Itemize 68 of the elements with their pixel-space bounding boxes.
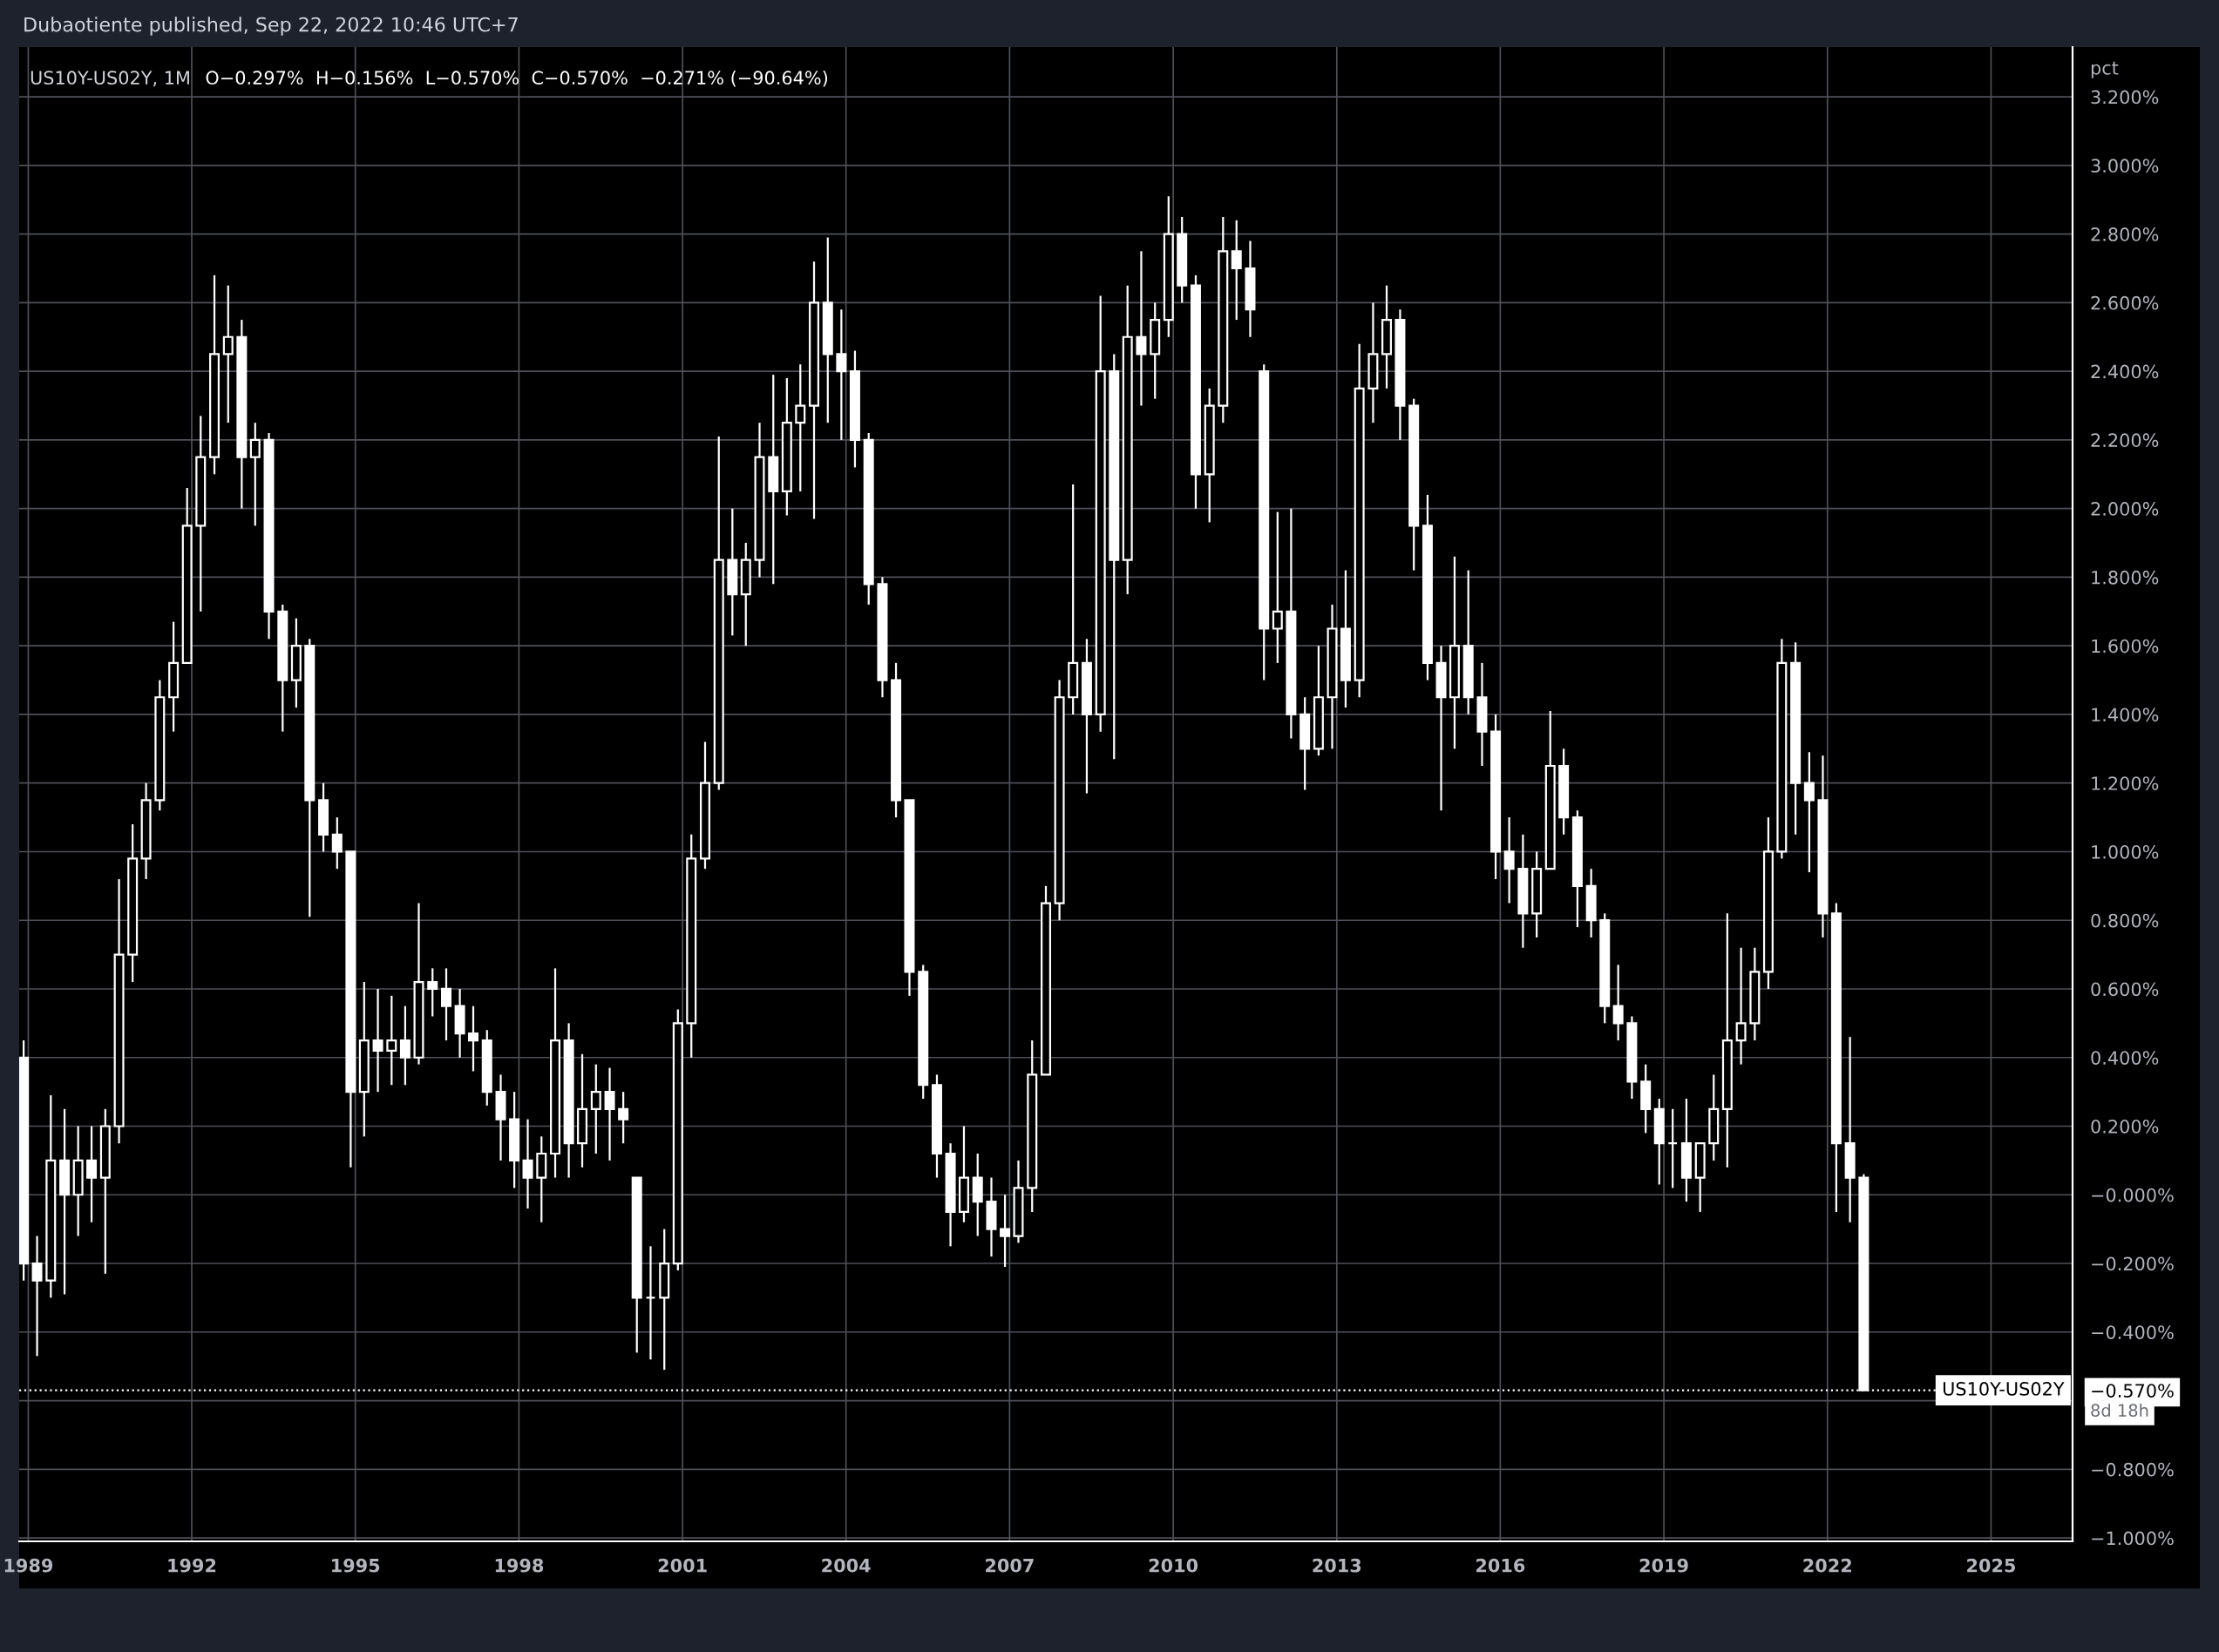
candlestick [645, 1245, 656, 1361]
x-tick-label: 2004 [822, 1558, 871, 1573]
candlestick [31, 1235, 43, 1357]
candlestick [222, 284, 234, 424]
x-tick-label: 1998 [495, 1558, 544, 1573]
candlestick [795, 363, 806, 493]
y-tick-label: 2.200% [2091, 433, 2159, 448]
candlestick [399, 1005, 411, 1087]
y-tick-label: −0.200% [2092, 1256, 2174, 1271]
candlestick [590, 1063, 601, 1155]
candlestick [427, 967, 438, 1018]
candlestick [522, 1118, 533, 1210]
candlestick [331, 816, 343, 870]
x-tick-label: 1995 [332, 1558, 380, 1573]
y-tick-label: 1.000% [2092, 844, 2159, 859]
x-tick-label: 1989 [4, 1558, 53, 1573]
y-tick-label: 1.200% [2092, 776, 2159, 790]
candlestick [1000, 1194, 1011, 1269]
x-tick-label: 2001 [658, 1558, 707, 1573]
candlestick [372, 987, 383, 1093]
x-tick-label: 2016 [1476, 1558, 1525, 1573]
y-tick-label: −0.400% [2092, 1325, 2174, 1339]
x-tick-label: 2022 [1803, 1558, 1851, 1573]
candlestick [468, 1005, 478, 1073]
y-tick-label: 3.200% [2091, 90, 2159, 105]
y-tick-label: 0.800% [2091, 913, 2159, 928]
y-tick-label: 1.800% [2092, 570, 2159, 585]
candlestick [1803, 751, 1815, 874]
y-tick-label: 0.600% [2091, 982, 2159, 997]
ref-line-label: US10Y-US02Y [1943, 1382, 2065, 1396]
x-tick-label: 1992 [168, 1558, 216, 1573]
y-tick-label: −0.570% [2092, 1384, 2174, 1398]
y-tick-label: 2.400% [2091, 364, 2159, 379]
y-tick-label: 2.800% [2091, 227, 2159, 241]
candlestick [1735, 946, 1747, 1066]
y-tick-label: −1.000% [2092, 1531, 2174, 1546]
text: US10Y-US02Y, 1M [31, 71, 189, 87]
candlestick [249, 422, 261, 527]
candlestick [1272, 511, 1283, 664]
candlestick [836, 308, 847, 442]
candlestick [1667, 1107, 1679, 1189]
y-tick-label: 3.000% [2091, 159, 2159, 173]
y-tick-label: 0.400% [2091, 1051, 2159, 1065]
y-axis-title: pct [2091, 61, 2119, 78]
text: O−0.297% H−0.156% L−0.570% C−0.570% −0.271% (−90.64%) [206, 70, 828, 87]
text: Dubaotiente published, Sep 22, 2022 10:46 UTC+7 [24, 17, 518, 36]
candlestick [86, 1125, 98, 1223]
x-tick-label: 2007 [986, 1558, 1034, 1573]
text: 8d 18h [2091, 1404, 2148, 1418]
candlestick [618, 1091, 629, 1145]
y-tick-label: 1.400% [2092, 708, 2159, 722]
candlestick [604, 1066, 615, 1161]
x-tick-label: 2013 [1313, 1558, 1361, 1573]
x-tick-label: 2019 [1639, 1558, 1688, 1573]
candlestick [386, 994, 397, 1087]
candlestick [1231, 219, 1242, 322]
candlestick [1612, 964, 1624, 1042]
y-tick-label: 0.200% [2091, 1119, 2159, 1134]
y-tick-label: −0.000% [2092, 1188, 2174, 1202]
y-tick-label: 2.000% [2091, 502, 2159, 516]
candlestick [1136, 250, 1147, 407]
y-tick-label: 2.600% [2091, 295, 2159, 310]
y-tick-label: 1.600% [2092, 639, 2159, 653]
candlestick [441, 967, 451, 1042]
x-tick-label: 2025 [1967, 1558, 2016, 1573]
x-tick-label: 2010 [1149, 1558, 1198, 1573]
candlestick [1503, 816, 1515, 904]
y-tick-label: −0.800% [2092, 1462, 2174, 1477]
